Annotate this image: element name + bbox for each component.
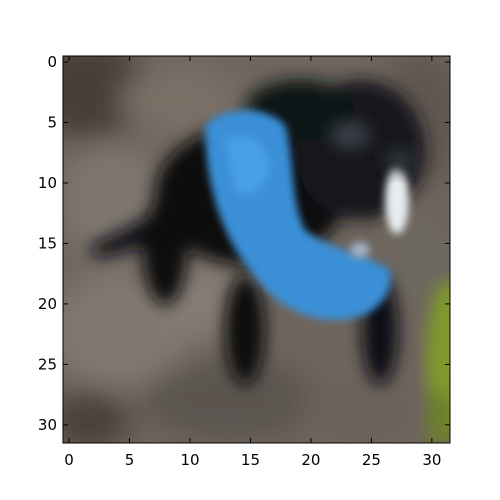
x-tick-label: 15 bbox=[241, 451, 260, 469]
y-tick-label: 0 bbox=[47, 53, 57, 71]
x-tick-label: 10 bbox=[180, 451, 199, 469]
axes-frame bbox=[62, 55, 451, 444]
photo-image bbox=[63, 56, 450, 443]
y-tick-label: 10 bbox=[38, 174, 57, 192]
x-tick-label: 30 bbox=[422, 451, 441, 469]
y-tick-label: 15 bbox=[38, 234, 57, 252]
y-tick-label: 25 bbox=[38, 355, 57, 373]
x-tick-label: 25 bbox=[362, 451, 381, 469]
y-axis: 0 5 10 15 20 25 30 bbox=[38, 53, 450, 434]
x-tick-label: 5 bbox=[125, 451, 135, 469]
x-tick-label: 20 bbox=[301, 451, 320, 469]
x-axis: 0 5 10 15 20 25 30 bbox=[64, 56, 441, 469]
y-tick-label: 5 bbox=[47, 114, 57, 132]
y-tick-label: 20 bbox=[38, 295, 57, 313]
x-tick-label: 0 bbox=[64, 451, 74, 469]
y-tick-label: 30 bbox=[38, 416, 57, 434]
